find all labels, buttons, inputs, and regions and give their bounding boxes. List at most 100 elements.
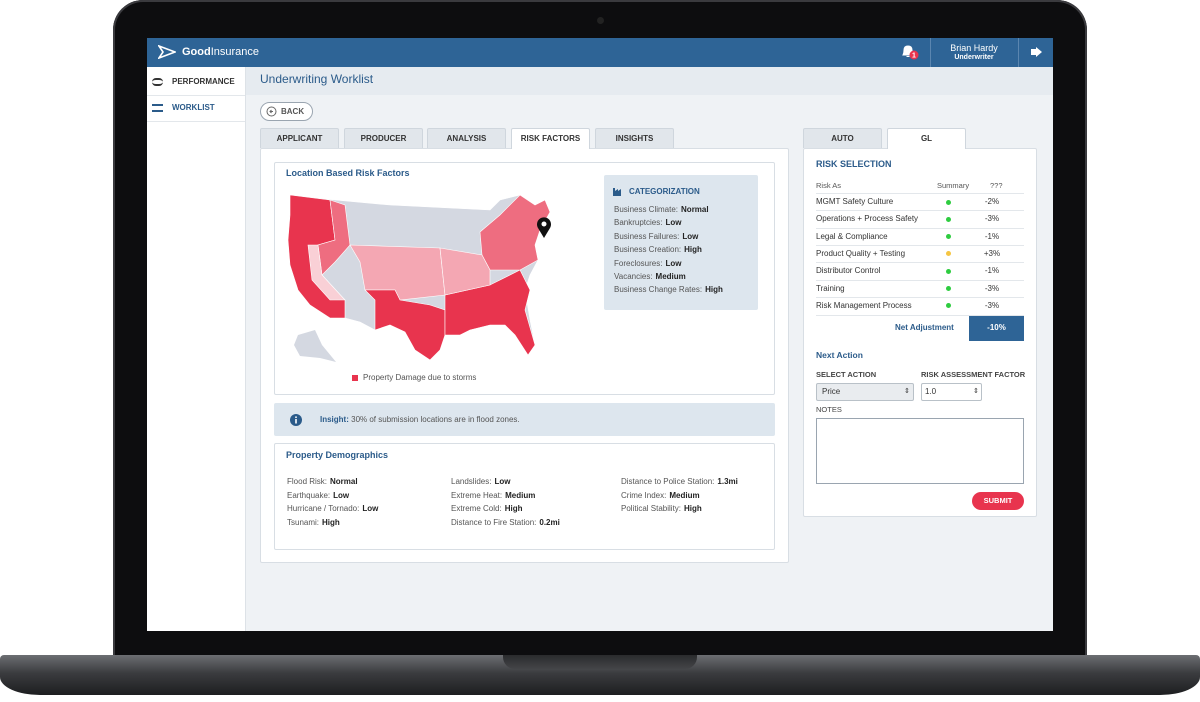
item-label: Political Stability: — [621, 504, 682, 513]
bell-icon[interactable]: 1 — [900, 43, 920, 61]
risk-name: Operations + Process Safety — [816, 214, 919, 224]
tab[interactable]: GL — [887, 128, 966, 149]
tab[interactable]: INSIGHTS — [595, 128, 674, 148]
item-label: Business Failures: — [614, 231, 680, 241]
item-label: Extreme Heat: — [451, 490, 503, 500]
insight: Insight: 30% of submission locations are… — [320, 414, 520, 426]
net-value: -10% — [987, 323, 1006, 332]
factor-label: RISK ASSESSMENT FACTOR — [921, 370, 1026, 379]
table-header: ??? — [990, 181, 1003, 190]
risk-adjustment: -1% — [984, 266, 1000, 276]
item-value: Low — [362, 504, 379, 513]
item-value: High — [504, 504, 523, 513]
map-alaska — [294, 330, 336, 362]
categorization-item: Business Creation: High — [614, 244, 702, 256]
logo-shape — [158, 45, 176, 59]
sidebar-icon — [152, 104, 163, 112]
item-value: Medium — [669, 490, 700, 500]
categorization-item: Bankruptcies: Low — [614, 217, 681, 229]
action-select[interactable] — [816, 383, 914, 401]
categorization-item: Business Failures: Low — [614, 231, 698, 243]
insight-text: 30% of submission locations are in flood… — [348, 415, 520, 424]
status-dot — [946, 251, 951, 257]
factor-input[interactable] — [921, 383, 982, 401]
insight-label: Insight: — [320, 415, 349, 424]
item-label: Vacancies: — [614, 272, 653, 281]
select-label: SELECT ACTION — [816, 370, 877, 379]
next-action-title: Next Action — [816, 350, 863, 360]
tab[interactable]: PRODUCER — [344, 128, 423, 148]
divider — [1018, 38, 1019, 67]
back-button[interactable] — [260, 102, 313, 121]
action-select-value: Price — [822, 387, 841, 396]
select-arrows: ⇕ — [904, 388, 910, 395]
item-label: Bankruptcies: — [614, 218, 663, 228]
item-label: Landslides: — [451, 477, 492, 486]
table-header: Summary — [937, 181, 970, 190]
screen-content: GoodInsurance 1 Brian Hardy Underwriter … — [147, 38, 1053, 631]
demographic-item: Political Stability: High — [621, 503, 702, 515]
badge — [909, 50, 919, 60]
row-divider — [816, 244, 1024, 246]
row-divider — [816, 315, 1024, 316]
page-title: Underwriting Worklist — [260, 72, 374, 86]
factory-shape — [613, 188, 621, 196]
risk-adjustment: -2% — [984, 197, 1000, 206]
categorization-item: Vacancies: Medium — [614, 271, 686, 283]
map-region — [439, 247, 491, 296]
logout-shape — [1031, 47, 1042, 57]
item-value: Low — [665, 258, 682, 268]
brand-bold: Good — [182, 46, 211, 58]
item-label: Foreclosures: — [614, 258, 663, 268]
categorization-box — [604, 175, 758, 310]
map-region — [317, 199, 351, 276]
laptop-notch — [503, 655, 697, 669]
insight-box — [274, 403, 775, 436]
map-pin — [537, 217, 551, 238]
status-dot — [946, 234, 951, 240]
sidebar-item[interactable]: WORKLIST — [172, 103, 215, 112]
logout-icon[interactable] — [1030, 46, 1044, 58]
item-value: Medium — [655, 272, 686, 281]
tab[interactable]: APPLICANT — [260, 128, 339, 148]
tab[interactable]: ANALYSIS — [427, 128, 506, 148]
demographics-title: Property Demographics — [286, 450, 389, 460]
tab[interactable]: RISK FACTORS — [511, 128, 590, 149]
brand: GoodInsurance — [182, 46, 259, 58]
legend-swatch — [352, 375, 358, 381]
submit-button[interactable] — [972, 492, 1024, 510]
brand-light: Insurance — [210, 46, 260, 58]
risk-name: Distributor Control — [816, 266, 881, 276]
map-pin-dot — [541, 221, 547, 227]
demographic-item: Extreme Cold: High — [451, 503, 522, 515]
net-cell — [969, 316, 1024, 341]
item-label: Distance to Fire Station: — [451, 517, 537, 527]
item-value: Normal — [330, 477, 358, 486]
map-region — [479, 194, 551, 271]
sidebar — [147, 67, 246, 631]
badge-count: 1 — [912, 53, 916, 60]
row-divider — [816, 227, 1024, 229]
item-value: High — [705, 285, 723, 295]
map-title: Location Based Risk Factors — [286, 168, 410, 178]
risk-adjustment: -3% — [984, 214, 1000, 224]
item-label: Business Climate: — [614, 205, 679, 214]
item-label: Hurricane / Tornado: — [287, 504, 360, 513]
risk-adjustment: -3% — [984, 300, 1000, 310]
sidebar-item[interactable]: PERFORMANCE — [172, 77, 235, 86]
demographics-card — [274, 443, 775, 550]
demographic-item: Tsunami: High — [287, 517, 340, 529]
risk-name: MGMT Safety Culture — [816, 197, 894, 206]
notes-label: NOTES — [816, 405, 842, 414]
categorization-title: CATEGORIZATION — [629, 187, 700, 196]
info-bar — [295, 419, 297, 424]
risk-name: Risk Management Process — [816, 300, 912, 310]
demographic-item: Extreme Heat: Medium — [451, 490, 535, 502]
row-divider — [816, 279, 1024, 281]
risk-adjustment: -3% — [984, 283, 1000, 293]
notes-textarea[interactable] — [816, 418, 1024, 484]
risk-name: Product Quality + Testing — [816, 248, 906, 258]
tab[interactable]: AUTO — [803, 128, 882, 148]
spinner: ⇕ — [973, 388, 979, 395]
status-dot — [946, 199, 951, 205]
